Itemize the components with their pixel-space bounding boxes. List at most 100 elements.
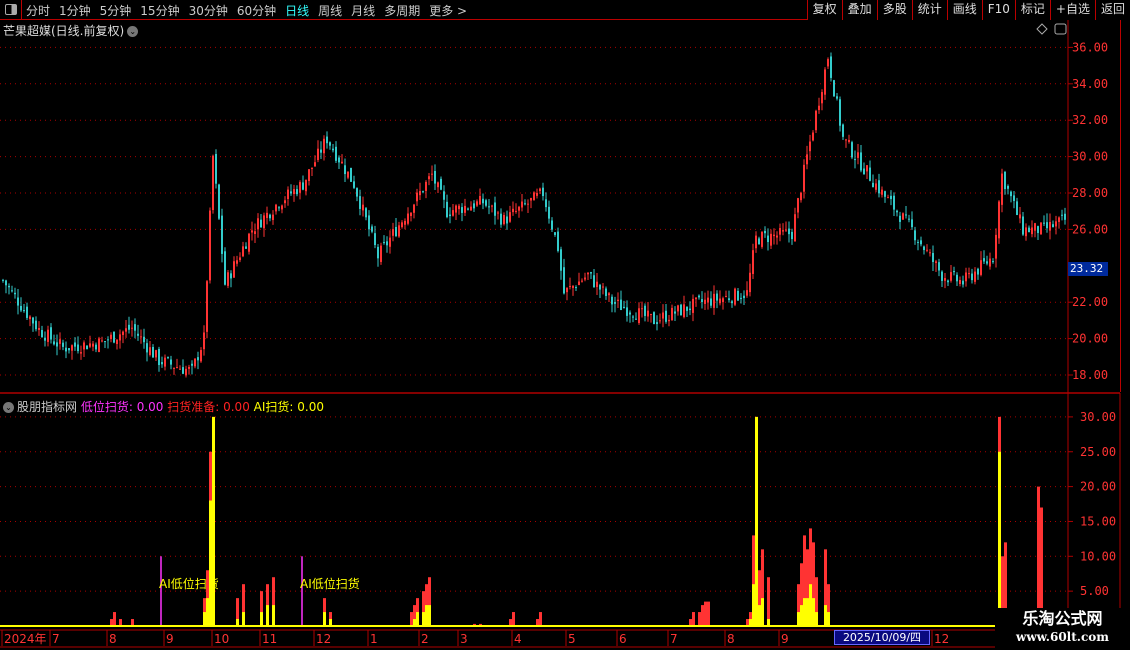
candle-body bbox=[833, 80, 835, 97]
candle-body bbox=[650, 314, 652, 316]
candle-body bbox=[245, 246, 247, 249]
candle-body bbox=[86, 345, 88, 350]
indicator-bar-yellow bbox=[323, 612, 326, 626]
candle-body bbox=[749, 272, 751, 293]
tool-button[interactable]: 返回 bbox=[1094, 0, 1130, 20]
candle-body bbox=[800, 192, 802, 201]
candle-body bbox=[875, 183, 877, 190]
candle-body bbox=[353, 181, 355, 188]
indicator-bar-red bbox=[752, 535, 755, 626]
candle-body bbox=[317, 148, 319, 161]
panel-toggle-button[interactable] bbox=[0, 0, 22, 19]
candle-body bbox=[68, 348, 70, 351]
candle-body bbox=[611, 296, 613, 305]
period-tab[interactable]: 更多 > bbox=[429, 4, 468, 18]
candle-body bbox=[1055, 221, 1057, 227]
indicator-bar-red bbox=[827, 584, 830, 626]
candle-body bbox=[731, 301, 733, 304]
tool-button[interactable]: 画线 bbox=[946, 0, 982, 20]
indicator-bar-red bbox=[1040, 507, 1043, 626]
tool-button[interactable]: +自选 bbox=[1049, 0, 1095, 20]
tool-button[interactable]: 统计 bbox=[911, 0, 947, 20]
chevron-down-icon[interactable]: ⌄ bbox=[3, 402, 14, 413]
candle-body bbox=[98, 338, 100, 353]
candle-body bbox=[227, 272, 229, 286]
indicator-bar-red bbox=[272, 577, 275, 626]
candle-body bbox=[887, 197, 889, 199]
diamond-icon[interactable] bbox=[1036, 23, 1048, 35]
candle-body bbox=[806, 154, 808, 165]
price-tick-label: 20.00 bbox=[1072, 332, 1108, 346]
candle-body bbox=[200, 350, 202, 362]
x-tick-label: 3 bbox=[460, 632, 468, 646]
indicator-bar-yellow bbox=[260, 612, 263, 626]
indicator-bar-yellow bbox=[800, 605, 803, 626]
candle-body bbox=[11, 290, 13, 292]
indicator-bar-red bbox=[707, 601, 710, 626]
period-tab[interactable]: 30分钟 bbox=[188, 4, 228, 18]
candle-body bbox=[1004, 171, 1006, 190]
period-tab[interactable]: 15分钟 bbox=[140, 4, 180, 18]
indicator-bar-yellow bbox=[236, 619, 239, 626]
chevron-down-icon[interactable]: ⌄ bbox=[127, 26, 139, 37]
x-tick-label: 12 bbox=[316, 632, 331, 646]
period-tab[interactable]: 周线 bbox=[318, 4, 343, 18]
candle-body bbox=[992, 261, 994, 263]
candle-body bbox=[1061, 214, 1063, 216]
period-tab[interactable]: 60分钟 bbox=[236, 4, 277, 18]
watermark: 乐淘公式网 www.60lt.com bbox=[995, 608, 1130, 650]
tool-button[interactable]: 标记 bbox=[1014, 0, 1050, 20]
period-tab[interactable]: 1分钟 bbox=[59, 4, 91, 18]
panel-icon[interactable] bbox=[1054, 23, 1067, 35]
candle-body bbox=[80, 352, 82, 354]
candle-body bbox=[434, 170, 436, 184]
candle-body bbox=[314, 162, 316, 167]
candle-body bbox=[179, 368, 181, 370]
candle-body bbox=[926, 249, 928, 251]
candle-body bbox=[962, 280, 964, 285]
candle-body bbox=[821, 92, 823, 104]
candle-body bbox=[401, 222, 403, 228]
x-tick-label: 7 bbox=[52, 632, 60, 646]
indicator-bar-red bbox=[815, 577, 818, 626]
candle-body bbox=[2, 279, 4, 281]
tool-button[interactable]: F10 bbox=[981, 0, 1015, 20]
candle-body bbox=[1058, 217, 1060, 222]
candle-body bbox=[386, 241, 388, 246]
candle-body bbox=[269, 214, 271, 219]
indicator-tick-label: 10.00 bbox=[1080, 549, 1116, 563]
candle-body bbox=[923, 246, 925, 251]
indicator-tick-label: 25.00 bbox=[1080, 445, 1116, 459]
indicator-bar-red bbox=[236, 598, 239, 626]
indicator-bar-red bbox=[767, 577, 770, 626]
indicator-bar-yellow bbox=[803, 598, 806, 626]
period-tab[interactable]: 5分钟 bbox=[99, 4, 132, 18]
x-tick-label: 8 bbox=[109, 632, 117, 646]
candle-body bbox=[485, 200, 487, 206]
candle-body bbox=[1010, 191, 1012, 197]
period-tab[interactable]: 分时 bbox=[26, 4, 51, 18]
period-tab[interactable]: 月线 bbox=[351, 4, 376, 18]
period-tab[interactable]: 日线 bbox=[285, 4, 310, 18]
candle-body bbox=[275, 204, 277, 212]
indicator-bar-yellow bbox=[203, 612, 206, 626]
indicator-bar-red bbox=[797, 584, 800, 626]
candle-body bbox=[194, 358, 196, 367]
indicator-bar-red bbox=[761, 549, 764, 626]
tool-button[interactable]: 叠加 bbox=[841, 0, 877, 20]
candle-body bbox=[524, 203, 526, 205]
candle-body bbox=[419, 191, 421, 196]
indicator-bar-red bbox=[113, 612, 116, 626]
indicator-bar-red bbox=[692, 612, 695, 626]
candle-body bbox=[950, 272, 952, 281]
tool-button[interactable]: 复权 bbox=[806, 0, 842, 20]
indicator-bar-red bbox=[428, 577, 431, 626]
period-tab[interactable]: 多周期 bbox=[384, 4, 421, 18]
stock-title[interactable]: 芒果超媒(日线.前复权) ⌄ bbox=[3, 22, 139, 39]
tool-button[interactable]: 多股 bbox=[876, 0, 912, 20]
candle-body bbox=[206, 281, 208, 332]
candle-body bbox=[1049, 221, 1051, 231]
candle-body bbox=[1022, 216, 1024, 235]
candle-body bbox=[641, 308, 643, 310]
